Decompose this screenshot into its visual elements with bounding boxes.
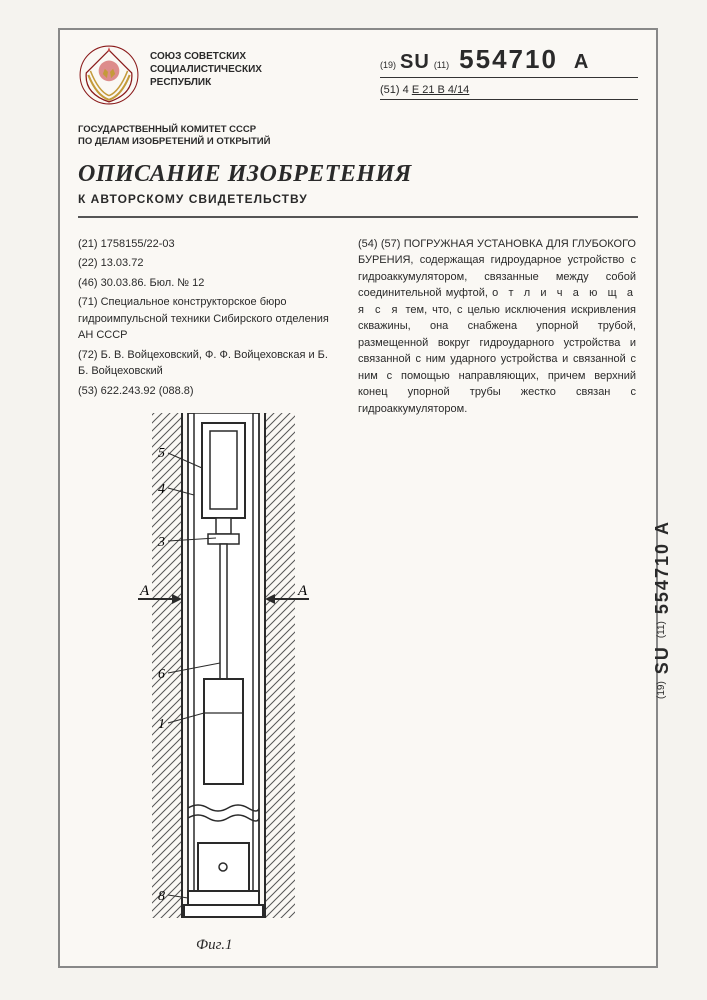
svg-text:3: 3 bbox=[157, 535, 165, 550]
svg-text:6: 6 bbox=[158, 667, 165, 682]
right-column: (54) (57) ПОГРУЖНАЯ УСТАНОВКА ДЛЯ ГЛУБОК… bbox=[358, 236, 636, 959]
doc-title-sub: К АВТОРСКОМУ СВИДЕТЕЛЬСТВУ bbox=[78, 192, 638, 206]
side-document-code: (19) SU (11) 554710 A bbox=[652, 520, 673, 699]
svg-text:A: A bbox=[297, 583, 308, 599]
field-72: (72) Б. В. Войцеховский, Ф. Ф. Войцеховс… bbox=[78, 347, 340, 380]
code-51-prefix: (51) 4 bbox=[380, 84, 409, 96]
left-column: (21) 1758155/22-03 (22) 13.03.72 (46) 30… bbox=[78, 236, 340, 959]
kind-code: A bbox=[574, 51, 588, 74]
header: СОЮЗ СОВЕТСКИХ СОЦИАЛИСТИЧЕСКИХ РЕСПУБЛИ… bbox=[60, 30, 656, 149]
field-22: (22) 13.03.72 bbox=[78, 255, 340, 272]
document-number: 554710 bbox=[459, 44, 558, 75]
svg-text:A: A bbox=[139, 583, 150, 599]
svg-text:1: 1 bbox=[158, 717, 165, 732]
committee-name: ГОСУДАРСТВЕННЫЙ КОМИТЕТ СССР ПО ДЕЛАМ ИЗ… bbox=[78, 124, 638, 149]
document-codes: (19) SU (11) 554710 A (51) 4 E 21 B 4/14 bbox=[380, 44, 638, 100]
figure-1: 5 4 3 6 1 8 A A Фиг.1 bbox=[78, 413, 340, 958]
figure-label: Фиг.1 bbox=[196, 934, 232, 957]
page-frame: СОЮЗ СОВЕТСКИХ СОЦИАЛИСТИЧЕСКИХ РЕСПУБЛИ… bbox=[58, 28, 658, 968]
code-19-prefix: (19) bbox=[380, 60, 396, 70]
code-11-prefix: (11) bbox=[434, 60, 449, 70]
svg-text:4: 4 bbox=[158, 482, 165, 497]
field-21: (21) 1758155/22-03 bbox=[78, 236, 340, 253]
svg-text:8: 8 bbox=[158, 889, 165, 904]
field-53: (53) 622.243.92 (088.8) bbox=[78, 383, 340, 400]
abstract: (54) (57) ПОГРУЖНАЯ УСТАНОВКА ДЛЯ ГЛУБОК… bbox=[358, 236, 636, 418]
union-name: СОЮЗ СОВЕТСКИХ СОЦИАЛИСТИЧЕСКИХ РЕСПУБЛИ… bbox=[150, 44, 262, 89]
title-block: ОПИСАНИЕ ИЗОБРЕТЕНИЯ К АВТОРСКОМУ СВИДЕТ… bbox=[78, 161, 638, 218]
field-46: (46) 30.03.86. Бюл. № 12 bbox=[78, 275, 340, 292]
ipc-class: E 21 B 4/14 bbox=[412, 84, 470, 96]
bibliographic-data: (21) 1758155/22-03 (22) 13.03.72 (46) 30… bbox=[78, 236, 340, 400]
country-code: SU bbox=[400, 51, 430, 74]
doc-title-main: ОПИСАНИЕ ИЗОБРЕТЕНИЯ bbox=[78, 161, 638, 188]
svg-text:5: 5 bbox=[158, 446, 165, 461]
field-71: (71) Специальное конструкторское бюро ги… bbox=[78, 294, 340, 344]
state-emblem bbox=[78, 44, 140, 106]
